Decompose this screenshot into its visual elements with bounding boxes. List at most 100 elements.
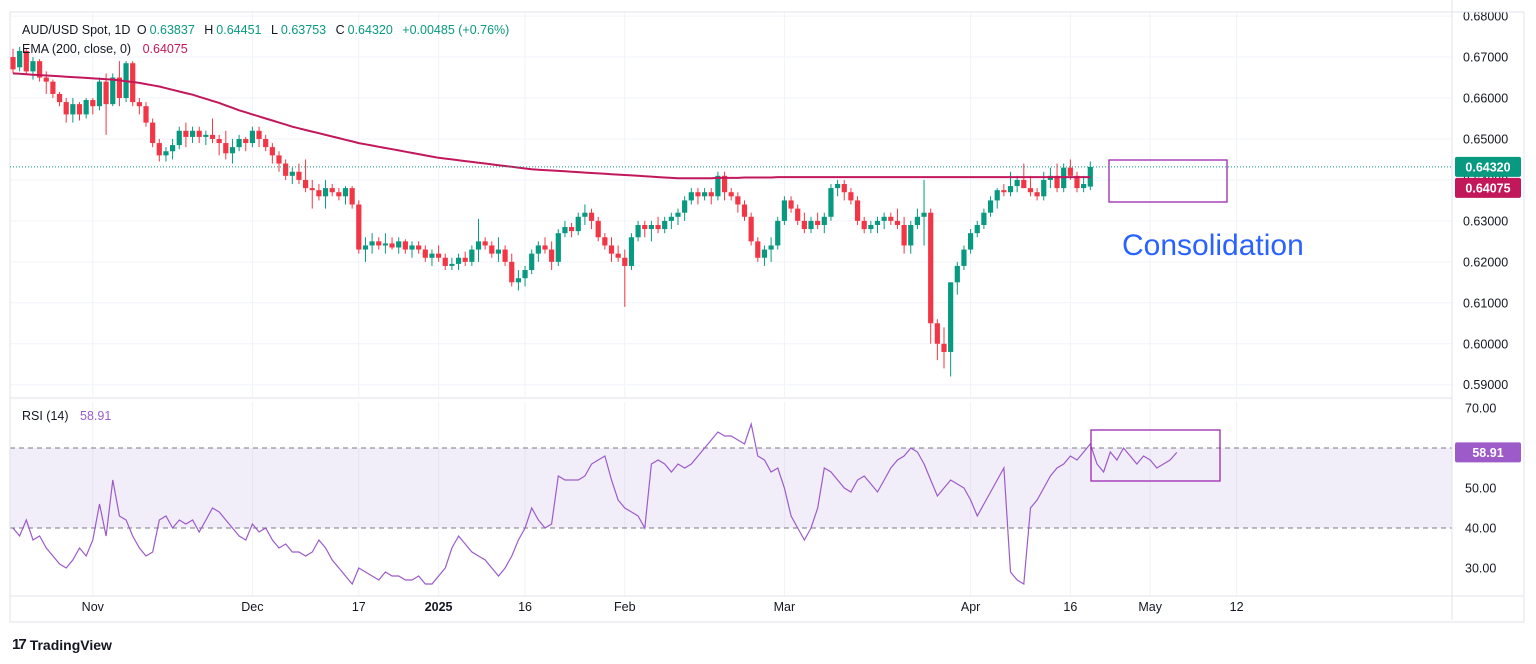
rsi-tick-label: 30.00 [1465, 562, 1496, 576]
candle-body [349, 188, 355, 205]
candle-body [489, 245, 495, 254]
ema-value: 0.64075 [142, 42, 188, 56]
rsi-band-fill [10, 448, 1452, 528]
candle-body [974, 224, 980, 234]
price-tick-label: 0.59000 [1463, 378, 1508, 392]
candle-body [808, 220, 814, 230]
candle-body [283, 163, 289, 176]
candle-body [263, 138, 269, 148]
candle-body [409, 245, 415, 250]
candle-body [761, 249, 768, 258]
axis-price-labels: 0.64320 0.64075 58.91 [1455, 156, 1521, 463]
candle-body [495, 249, 502, 254]
low-label: L [270, 23, 278, 37]
candle-body [37, 61, 43, 78]
candle-body [928, 212, 934, 324]
candle-body [256, 130, 262, 139]
candle-body [575, 216, 581, 232]
symbol-title[interactable]: AUD/USD Spot, 1D [22, 23, 131, 37]
candle-body [203, 134, 209, 137]
candle-body [961, 249, 967, 266]
candle-body [901, 224, 907, 246]
candle-body [934, 323, 940, 344]
candle-body [781, 200, 787, 221]
ema-legend[interactable]: EMA (200, close, 0) 0.64075 [22, 42, 191, 56]
candle-body [103, 81, 109, 105]
price-tick-label: 0.62000 [1463, 255, 1508, 269]
candle-body [981, 212, 987, 225]
candlestick-series [10, 46, 1093, 377]
change-value: +0.00485 (+0.76%) [402, 23, 510, 37]
consolidation-annotation: Consolidation [1122, 229, 1304, 262]
candle-body [874, 220, 881, 225]
candle-body [376, 241, 382, 246]
close-value: 0.64320 [347, 23, 393, 37]
open-label: O [136, 23, 147, 37]
rsi-tick-label: 70.00 [1465, 402, 1496, 416]
rsi-label: RSI (14) [22, 409, 69, 423]
rsi-legend[interactable]: RSI (14) 58.91 [22, 409, 114, 423]
candle-body [269, 147, 275, 156]
candle-body [868, 224, 874, 230]
candle-body [555, 233, 561, 262]
candle-body [615, 253, 621, 258]
candle-body [655, 224, 661, 230]
candle-body [136, 102, 142, 107]
price-tick-label: 0.61000 [1463, 296, 1508, 310]
candle-body [582, 212, 588, 217]
candle-body [243, 138, 249, 144]
candle-body [422, 249, 428, 258]
candle-body [209, 134, 216, 139]
time-tick-label: May [1138, 600, 1162, 614]
candle-body [442, 257, 448, 266]
candle-body [894, 220, 901, 225]
tradingview-brand[interactable]: 17 TradingView [12, 636, 112, 653]
candle-body [436, 253, 442, 258]
candle-body [668, 216, 674, 221]
rsi-value: 58.91 [80, 409, 112, 423]
candle-body [229, 147, 236, 154]
candle-body [948, 282, 954, 352]
consolidation-boxes [1090, 159, 1228, 482]
low-value: 0.63753 [280, 23, 327, 37]
chart-frame [9, 11, 1525, 623]
candle-body [356, 204, 362, 250]
candle-body [303, 179, 309, 189]
candle-body [914, 216, 920, 225]
candle-body [835, 184, 841, 189]
rsi-consolidation-box [1090, 429, 1221, 482]
candle-body [828, 188, 834, 217]
candle-body [83, 100, 89, 115]
time-tick-label: Feb [614, 600, 636, 614]
candle-body [608, 245, 615, 254]
candle-body [682, 200, 688, 213]
candle-body [702, 192, 708, 197]
price-tick-label: 0.65000 [1463, 132, 1508, 146]
candle-body [396, 241, 402, 248]
price-grid [10, 12, 1452, 596]
rsi-band [10, 447, 1452, 529]
candle-body [223, 143, 229, 154]
candle-body [1054, 175, 1060, 189]
candle-body [1001, 190, 1007, 193]
ema-200-line [12, 72, 1091, 180]
candle-body [602, 237, 608, 246]
candle-body [276, 155, 282, 164]
candle-body [63, 102, 69, 115]
candle-body [728, 192, 734, 197]
candle-body [43, 77, 49, 82]
candle-body [529, 253, 535, 271]
candle-body [662, 220, 668, 230]
candle-body [402, 241, 408, 250]
candle-body [562, 227, 568, 234]
candle-body [156, 143, 162, 156]
candle-body [695, 192, 701, 197]
time-tick-label: Dec [241, 600, 263, 614]
candle-body [515, 278, 521, 283]
time-tick-label: Mar [774, 600, 796, 614]
time-tick-label: 16 [518, 600, 532, 614]
candle-body [881, 216, 887, 221]
candle-body [861, 220, 867, 230]
